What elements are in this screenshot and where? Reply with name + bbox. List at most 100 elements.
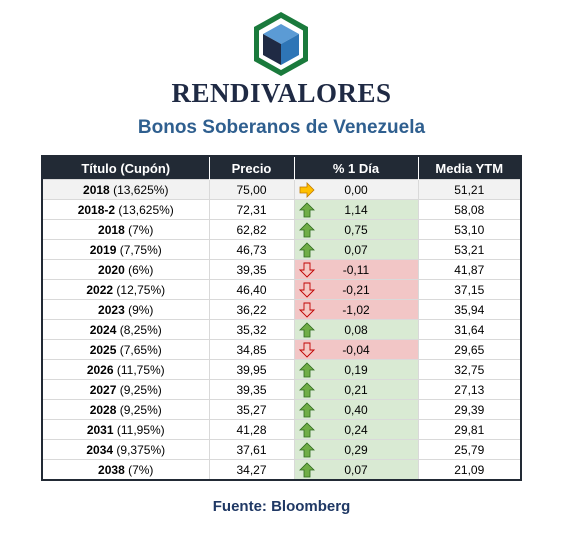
bond-year: 2018	[83, 182, 110, 197]
arrow-up-icon	[298, 402, 315, 418]
bond-coupon: (7%)	[128, 462, 154, 477]
table-row: 2025 (7,65%) 34,85 -0,04 29,65	[41, 339, 522, 360]
header-price: Precio	[209, 156, 295, 180]
bond-avg-ytm: 27,13	[417, 379, 522, 400]
bond-change-value: 0,29	[344, 442, 368, 457]
arrow-down-icon	[298, 282, 315, 298]
table-row: 2019 (7,75%) 46,73 0,07 53,21	[41, 239, 522, 260]
arrow-up-icon	[298, 362, 315, 378]
bond-year: 2025	[89, 342, 117, 357]
bond-avg-ytm: 25,79	[417, 439, 522, 460]
bond-change-value: -0,21	[342, 282, 370, 297]
bond-year: 2018-2	[77, 202, 116, 217]
bond-change-cell: 0,07	[293, 459, 419, 481]
bond-title-cell: 2028 (9,25%)	[41, 399, 210, 420]
bond-coupon: (8,25%)	[119, 322, 162, 337]
bond-price: 35,32	[208, 319, 295, 340]
bond-change-value: 0,07	[344, 242, 368, 257]
bond-year: 2024	[89, 322, 117, 337]
arrow-up-icon	[298, 382, 315, 398]
bond-change-cell: 0,19	[293, 359, 419, 380]
bond-coupon: (9%)	[128, 302, 154, 317]
bond-change-value: 0,19	[344, 362, 368, 377]
arrow-up-icon	[298, 422, 315, 438]
bond-year: 2022	[86, 282, 114, 297]
table-row: 2028 (9,25%) 35,27 0,40 29,39	[41, 399, 522, 420]
bond-avg-ytm: 29,39	[417, 399, 522, 420]
bond-coupon: (11,95%)	[116, 422, 165, 437]
arrow-up-icon	[298, 242, 315, 258]
bond-change-value: -0,11	[342, 262, 370, 277]
bond-avg-ytm: 41,87	[417, 259, 522, 280]
bond-change-value: -0,04	[342, 342, 370, 357]
bond-change-value: 0,08	[344, 322, 368, 337]
bond-change-cell: 0,75	[293, 219, 419, 240]
bond-change-cell: 0,29	[293, 439, 419, 460]
table-row: 2031 (11,95%) 41,28 0,24 29,81	[41, 419, 522, 440]
bond-title-cell: 2023 (9%)	[41, 299, 210, 320]
bond-avg-ytm: 29,81	[417, 419, 522, 440]
bond-title-cell: 2038 (7%)	[41, 459, 210, 481]
bond-avg-ytm: 21,09	[417, 459, 522, 481]
bond-title-cell: 2019 (7,75%)	[41, 239, 210, 260]
bond-year: 2026	[86, 362, 114, 377]
bond-avg-ytm: 51,21	[417, 179, 522, 200]
bond-year: 2027	[89, 382, 117, 397]
bond-title-cell: 2018 (13,625%)	[41, 179, 210, 200]
table-row: 2024 (8,25%) 35,32 0,08 31,64	[41, 319, 522, 340]
header-change-1d: % 1 Día	[294, 156, 419, 180]
bond-title-cell: 2022 (12,75%)	[41, 279, 210, 300]
table-row: 2023 (9%) 36,22 -1,02 35,94	[41, 299, 522, 320]
brand-name: RENDIVALORES	[171, 78, 392, 108]
bonds-table: Título (Cupón) Precio % 1 Día Media YTM …	[41, 155, 522, 481]
bond-coupon: (7,75%)	[119, 242, 162, 257]
bond-price: 39,35	[208, 379, 295, 400]
page-subtitle: Bonos Soberanos de Venezuela	[137, 117, 426, 138]
bond-change-value: 1,14	[344, 202, 368, 217]
bond-coupon: (9,25%)	[119, 382, 162, 397]
bond-coupon: (13,625%)	[113, 182, 169, 197]
bond-title-cell: 2018 (7%)	[41, 219, 210, 240]
bond-price: 72,31	[208, 199, 295, 220]
bond-year: 2034	[86, 442, 114, 457]
bond-title-cell: 2034 (9,375%)	[41, 439, 210, 460]
bond-avg-ytm: 58,08	[417, 199, 522, 220]
bond-change-cell: 0,00	[293, 179, 419, 200]
table-row: 2027 (9,25%) 39,35 0,21 27,13	[41, 379, 522, 400]
bond-change-value: 0,07	[344, 462, 368, 477]
table-header-row: Título (Cupón) Precio % 1 Día Media YTM	[42, 156, 521, 180]
bond-coupon: (7,65%)	[119, 342, 162, 357]
bond-change-cell: 0,21	[293, 379, 419, 400]
arrow-down-icon	[298, 262, 315, 278]
table-row: 2018-2 (13,625%) 72,31 1,14 58,08	[41, 199, 522, 220]
bond-year: 2023	[98, 302, 125, 317]
bond-change-cell: -1,02	[293, 299, 419, 320]
bond-title-cell: 2024 (8,25%)	[41, 319, 210, 340]
arrow-down-icon	[298, 302, 315, 318]
table-row: 2038 (7%) 34,27 0,07 21,09	[41, 459, 522, 481]
bond-year: 2028	[89, 402, 117, 417]
bond-price: 36,22	[208, 299, 295, 320]
bond-avg-ytm: 31,64	[417, 319, 522, 340]
bond-price: 62,82	[208, 219, 295, 240]
bond-title-cell: 2026 (11,75%)	[41, 359, 210, 380]
header-avg-ytm: Media YTM	[418, 156, 521, 180]
rendivalores-logo	[254, 12, 308, 76]
table-row: 2020 (6%) 39,35 -0,11 41,87	[41, 259, 522, 280]
bond-year: 2018	[98, 222, 125, 237]
bond-year: 2031	[86, 422, 114, 437]
table-row: 2034 (9,375%) 37,61 0,29 25,79	[41, 439, 522, 460]
bond-change-value: 0,75	[344, 222, 368, 237]
arrow-up-icon	[298, 442, 315, 458]
bond-change-value: 0,00	[344, 182, 368, 197]
bond-coupon: (9,375%)	[116, 442, 166, 457]
table-row: 2022 (12,75%) 46,40 -0,21 37,15	[41, 279, 522, 300]
bond-change-value: 0,40	[344, 402, 368, 417]
bond-price: 46,40	[208, 279, 295, 300]
bond-coupon: (6%)	[128, 262, 154, 277]
bond-change-value: -1,02	[342, 302, 370, 317]
bond-title-cell: 2020 (6%)	[41, 259, 210, 280]
bond-change-cell: 0,40	[293, 399, 419, 420]
bond-avg-ytm: 32,75	[417, 359, 522, 380]
bond-title-cell: 2018-2 (13,625%)	[41, 199, 210, 220]
